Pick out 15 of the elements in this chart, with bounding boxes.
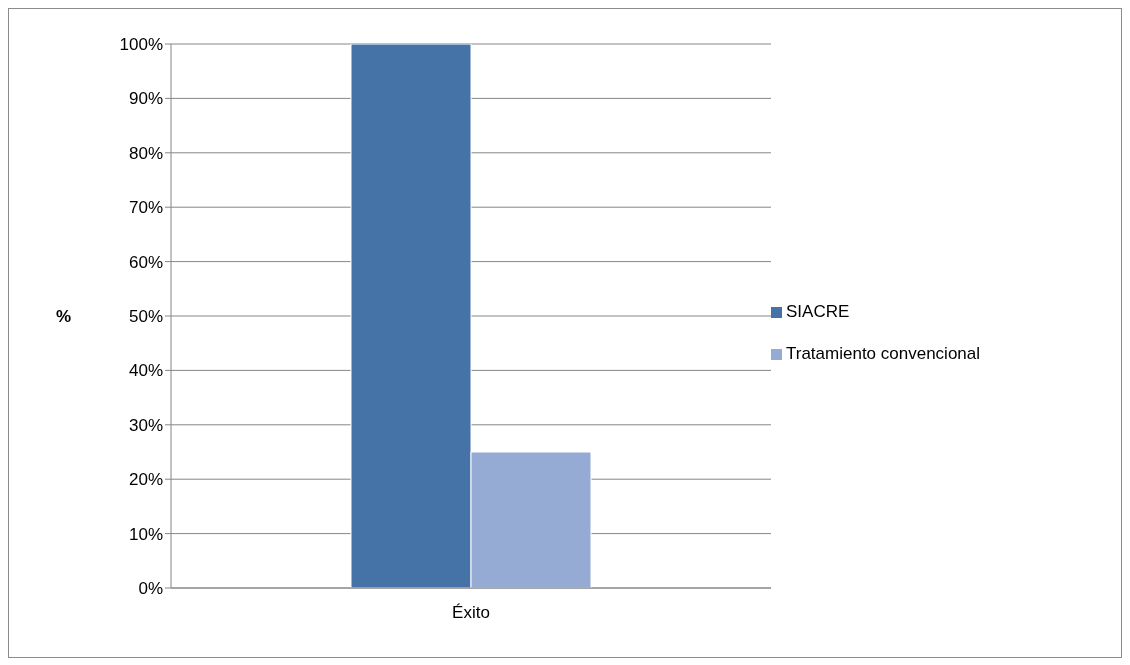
legend-label: SIACRE [786, 302, 850, 321]
y-axis-title: % [56, 307, 72, 327]
y-tick-label: 100% [119, 35, 163, 55]
y-tick-label: 70% [128, 198, 163, 218]
y-tick-label: 90% [128, 89, 163, 109]
legend-label: Tratamiento convencional [786, 344, 981, 363]
y-tick-label: 30% [128, 415, 163, 435]
y-tick-label: 60% [128, 252, 163, 272]
y-tick-label: 40% [128, 361, 163, 381]
y-tick-label: 0% [138, 579, 163, 599]
y-tick-label: 20% [128, 470, 163, 490]
x-tick-label: Éxito [452, 603, 490, 623]
y-tick-label: 50% [128, 307, 163, 327]
y-tick-label: 80% [128, 143, 163, 163]
y-tick-label: 10% [128, 524, 163, 544]
